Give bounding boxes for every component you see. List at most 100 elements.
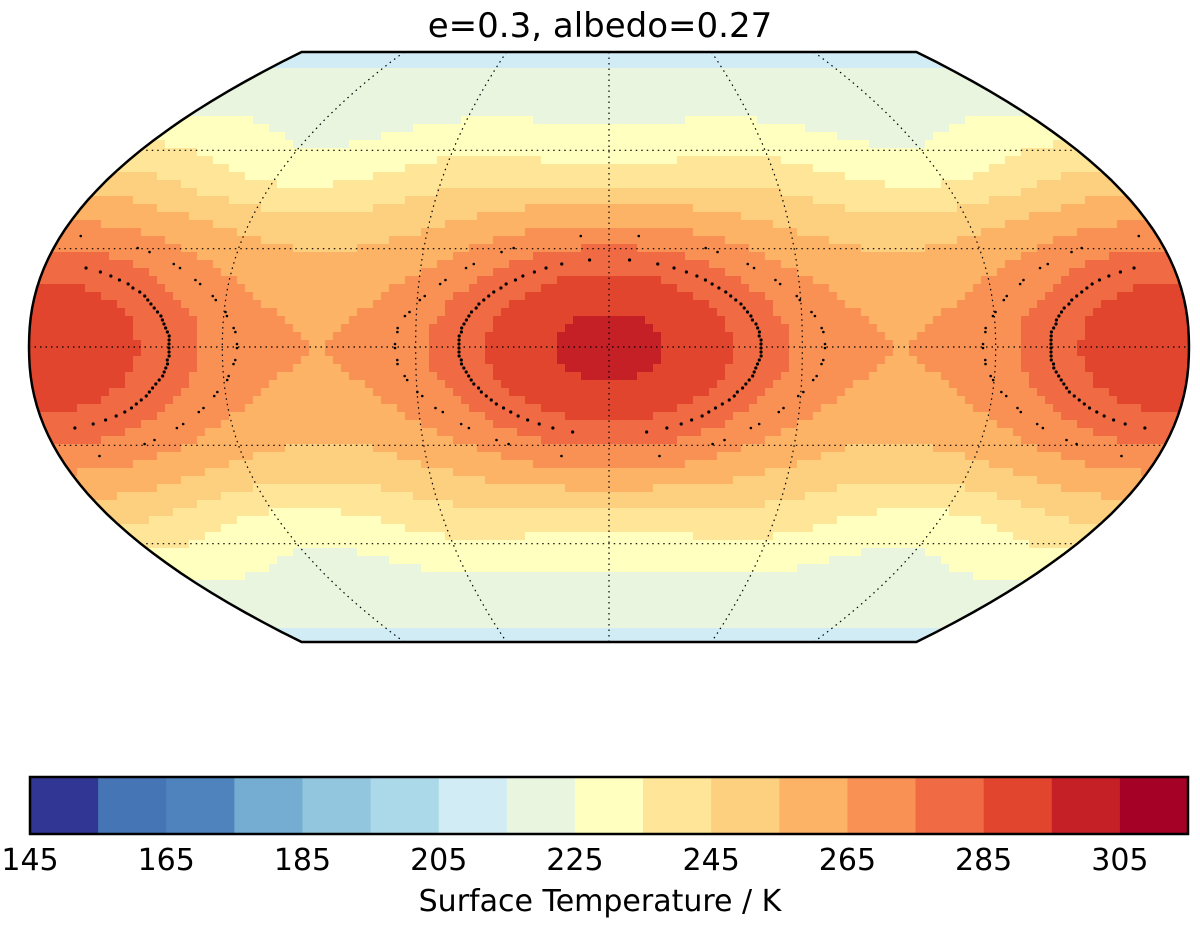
field-cell (213, 116, 222, 125)
field-cell (733, 116, 742, 125)
field-cell (1125, 292, 1134, 301)
field-cell (861, 156, 870, 165)
field-cell (45, 300, 54, 309)
field-cell (877, 308, 886, 317)
field-cell (525, 340, 534, 349)
field-cell (389, 252, 398, 261)
field-cell (1117, 204, 1126, 213)
field-cell (173, 308, 182, 317)
field-cell (261, 260, 270, 269)
field-cell (501, 268, 510, 277)
field-cell (893, 308, 902, 317)
field-cell (901, 108, 910, 117)
field-cell (629, 292, 638, 301)
field-cell (389, 84, 398, 93)
field-cell (213, 252, 222, 261)
field-cell (541, 316, 550, 325)
field-cell (677, 316, 686, 325)
field-cell (613, 60, 622, 69)
field-cell (893, 228, 902, 237)
field-cell (1157, 316, 1166, 325)
field-cell (1061, 300, 1070, 309)
field-cell (245, 220, 254, 229)
field-cell (941, 236, 950, 245)
field-cell (853, 124, 862, 133)
field-cell (685, 332, 694, 341)
field-cell (101, 340, 110, 349)
field-cell (269, 76, 278, 85)
field-cell (669, 140, 678, 149)
field-cell (285, 260, 294, 269)
field-cell (597, 300, 606, 309)
field-cell (813, 308, 822, 317)
field-cell (965, 132, 974, 141)
field-cell (365, 116, 374, 125)
field-cell (909, 60, 918, 69)
field-cell (885, 332, 894, 341)
field-cell (269, 228, 278, 237)
field-cell (941, 324, 950, 333)
field-cell (85, 268, 94, 277)
field-cell (1141, 244, 1150, 253)
field-cell (325, 252, 334, 261)
field-cell (261, 196, 270, 205)
field-cell (821, 236, 830, 245)
field-cell (525, 172, 534, 181)
field-cell (925, 188, 934, 197)
field-cell (533, 236, 542, 245)
field-cell (309, 124, 318, 133)
field-cell (101, 308, 110, 317)
field-cell (1077, 252, 1086, 261)
field-cell (149, 324, 158, 333)
field-cell (237, 172, 246, 181)
field-cell (869, 252, 878, 261)
field-cell (973, 148, 982, 157)
field-cell (749, 348, 758, 357)
field-cell (653, 300, 662, 309)
field-cell (685, 268, 694, 277)
field-cell (781, 92, 790, 101)
field-cell (493, 332, 502, 341)
field-cell (1021, 340, 1030, 349)
field-cell (821, 284, 830, 293)
field-cell (173, 236, 182, 245)
field-cell (301, 332, 310, 341)
field-cell (405, 108, 414, 117)
field-cell (957, 92, 966, 101)
field-cell (621, 60, 630, 69)
field-cell (317, 308, 326, 317)
field-cell (853, 196, 862, 205)
field-cell (533, 156, 542, 165)
field-cell (709, 148, 718, 157)
field-cell (1093, 292, 1102, 301)
field-cell (77, 300, 86, 309)
field-cell (349, 332, 358, 341)
field-cell (469, 140, 478, 149)
field-cell (557, 124, 566, 133)
field-cell (405, 132, 414, 141)
field-cell (749, 84, 758, 93)
field-cell (725, 340, 734, 349)
field-cell (917, 332, 926, 341)
field-cell (693, 324, 702, 333)
field-cell (53, 316, 62, 325)
field-cell (741, 156, 750, 165)
field-cell (661, 108, 670, 117)
field-cell (885, 140, 894, 149)
field-cell (901, 132, 910, 141)
field-cell (901, 92, 910, 101)
field-cell (989, 132, 998, 141)
field-cell (277, 308, 286, 317)
field-cell (157, 164, 166, 173)
field-cell (533, 212, 542, 221)
field-cell (357, 356, 366, 365)
field-cell (461, 164, 470, 173)
field-cell (309, 228, 318, 237)
field-cell (1037, 148, 1046, 157)
field-cell (325, 84, 334, 93)
field-cell (861, 196, 870, 205)
field-cell (541, 244, 550, 253)
field-cell (837, 76, 846, 85)
field-cell (421, 76, 430, 85)
field-cell (29, 364, 38, 373)
